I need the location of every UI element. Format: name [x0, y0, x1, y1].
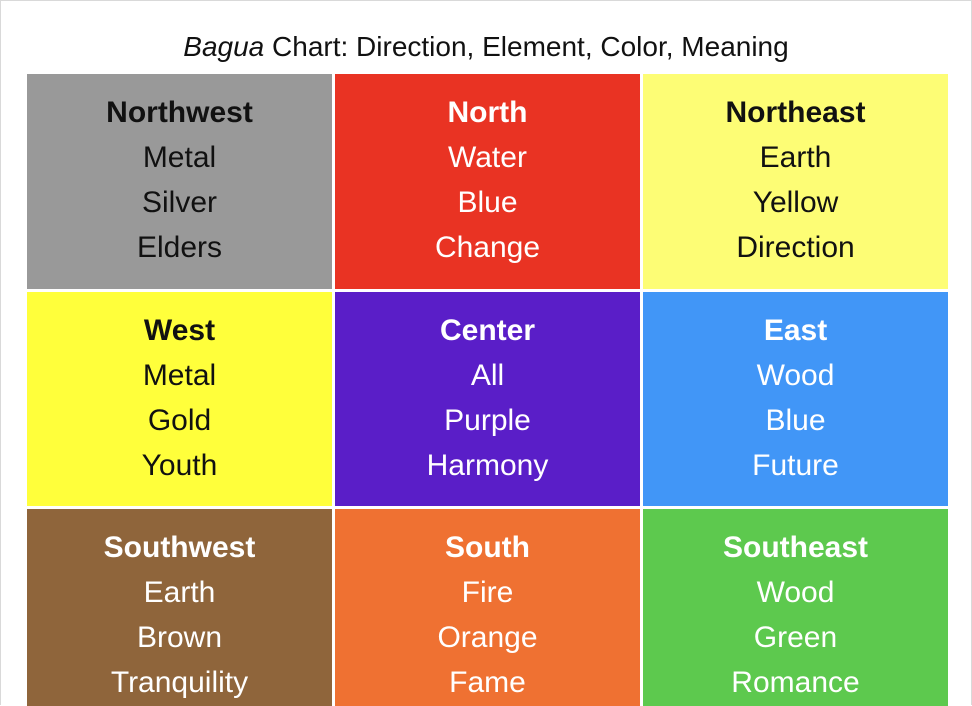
- cell-element: Metal: [142, 141, 217, 174]
- cell-meaning: Future: [752, 449, 839, 482]
- cell-direction: Southeast: [722, 531, 869, 564]
- cell-color: Yellow: [752, 186, 839, 219]
- cell-northeast: Northeast Earth Yellow Direction: [643, 74, 948, 289]
- cell-direction: North: [447, 96, 528, 129]
- cell-element: Water: [448, 141, 527, 174]
- cell-color: Brown: [136, 621, 223, 654]
- cell-meaning: Harmony: [426, 449, 549, 482]
- cell-color: Green: [753, 621, 838, 654]
- cell-element: Fire: [461, 576, 514, 609]
- cell-element: All: [470, 359, 505, 392]
- cell-meaning: Tranquility: [110, 666, 249, 699]
- cell-color: Silver: [141, 186, 217, 219]
- cell-south: South Fire Orange Fame: [335, 509, 640, 706]
- page-title: Bagua Chart: Direction, Element, Color, …: [0, 30, 972, 64]
- cell-direction: West: [143, 314, 216, 347]
- cell-element: Earth: [759, 141, 832, 174]
- cell-color: Blue: [765, 404, 826, 437]
- bagua-grid: Northwest Metal Silver Elders North Wate…: [27, 74, 949, 706]
- cell-meaning: Youth: [141, 449, 218, 482]
- cell-meaning: Fame: [449, 666, 526, 699]
- cell-element: Wood: [756, 576, 835, 609]
- cell-west: West Metal Gold Youth: [27, 292, 332, 506]
- cell-direction: East: [763, 314, 828, 347]
- cell-direction: Center: [439, 314, 536, 347]
- cell-meaning: Direction: [736, 231, 855, 264]
- cell-east: East Wood Blue Future: [643, 292, 948, 506]
- cell-direction: Southwest: [103, 531, 256, 564]
- cell-element: Earth: [143, 576, 216, 609]
- cell-color: Orange: [437, 621, 538, 654]
- title-italic: Bagua: [183, 31, 265, 62]
- cell-northwest: Northwest Metal Silver Elders: [27, 74, 332, 289]
- title-rest: Chart: Direction, Element, Color, Meanin…: [264, 31, 789, 62]
- cell-southeast: Southeast Wood Green Romance: [643, 509, 948, 706]
- cell-north: North Water Blue Change: [335, 74, 640, 289]
- cell-color: Purple: [444, 404, 531, 437]
- cell-southwest: Southwest Earth Brown Tranquility: [27, 509, 332, 706]
- cell-meaning: Romance: [731, 666, 860, 699]
- cell-direction: Northeast: [725, 96, 866, 129]
- cell-element: Wood: [756, 359, 835, 392]
- cell-color: Blue: [457, 186, 518, 219]
- cell-color: Gold: [147, 404, 212, 437]
- cell-meaning: Change: [434, 231, 541, 264]
- cell-element: Metal: [142, 359, 217, 392]
- cell-direction: South: [445, 531, 530, 564]
- cell-direction: Northwest: [106, 96, 253, 129]
- cell-meaning: Elders: [136, 231, 223, 264]
- cell-center: Center All Purple Harmony: [335, 292, 640, 506]
